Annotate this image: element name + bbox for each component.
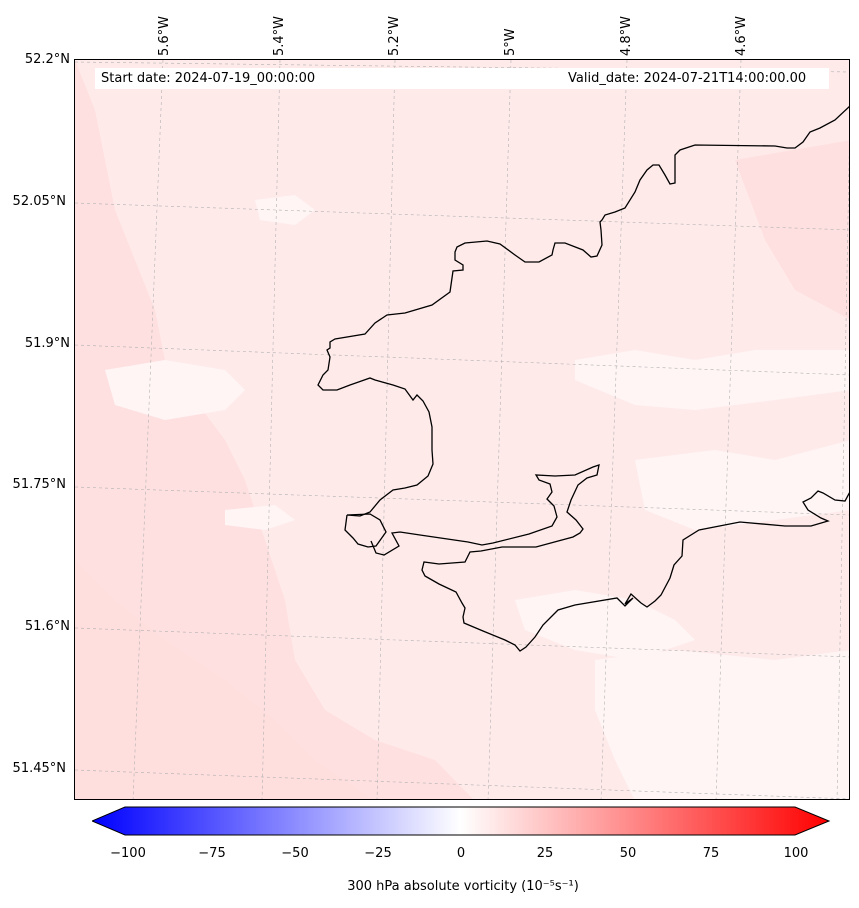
vorticity-region-light-7 bbox=[225, 505, 295, 530]
vorticity-region-west bbox=[75, 60, 474, 799]
lat-label-52-05n: 52.05°N bbox=[12, 194, 66, 209]
map-panel bbox=[74, 59, 850, 800]
lon-label-5w: 5°W bbox=[503, 28, 518, 56]
colorbar-tick: −75 bbox=[198, 846, 226, 861]
vorticity-region-east bbox=[735, 140, 849, 319]
lon-label-5-6w: 5.6°W bbox=[157, 15, 172, 56]
colorbar-tick: −50 bbox=[281, 846, 309, 861]
vorticity-region-light-1 bbox=[105, 360, 245, 420]
lat-label-51-75n: 51.75°N bbox=[12, 477, 66, 492]
lat-label-51-6n: 51.6°N bbox=[24, 619, 70, 634]
info-bar bbox=[95, 68, 829, 89]
lon-label-5-2w: 5.2°W bbox=[387, 15, 402, 56]
colorbar-tick: 50 bbox=[619, 846, 637, 861]
lon-label-4-6w: 4.6°W bbox=[734, 15, 749, 56]
colorbar-tick: 25 bbox=[536, 846, 554, 861]
colorbar-tick: 0 bbox=[456, 846, 466, 861]
colorbar-tick: −100 bbox=[110, 846, 146, 861]
lat-label-52-2n: 52.2°N bbox=[24, 52, 70, 67]
vorticity-region-light-6 bbox=[255, 195, 315, 225]
colorbar bbox=[92, 806, 831, 836]
colorbar-tick: −25 bbox=[364, 846, 392, 861]
lat-label-51-45n: 51.45°N bbox=[12, 761, 66, 776]
colorbar-tick: 100 bbox=[783, 846, 809, 861]
vorticity-region-light-4 bbox=[515, 590, 695, 660]
valid-date-label: Valid_date: 2024-07-21T14:00:00.00 bbox=[568, 71, 807, 86]
vorticity-region-southwest bbox=[75, 560, 373, 799]
vorticity-region-light-5 bbox=[595, 650, 849, 799]
colorbar-tick: 75 bbox=[702, 846, 720, 861]
lon-label-4-8w: 4.8°W bbox=[619, 15, 634, 56]
coastline-south bbox=[370, 464, 849, 652]
colorbar-label: 300 hPa absolute vorticity (10⁻⁵s⁻¹) bbox=[347, 879, 579, 894]
lat-label-51-9n: 51.9°N bbox=[24, 336, 70, 351]
start-date-label: Start date: 2024-07-19_00:00:00 bbox=[101, 71, 316, 86]
lon-label-5-4w: 5.4°W bbox=[272, 15, 287, 56]
vorticity-region-light-3 bbox=[635, 440, 849, 530]
graticule bbox=[75, 60, 849, 799]
coastline-milford-haven bbox=[344, 513, 387, 548]
colorbar-bar bbox=[92, 806, 831, 836]
coastline-north bbox=[317, 105, 849, 517]
vorticity-region-light-2 bbox=[575, 350, 849, 410]
map-canvas bbox=[75, 60, 849, 799]
